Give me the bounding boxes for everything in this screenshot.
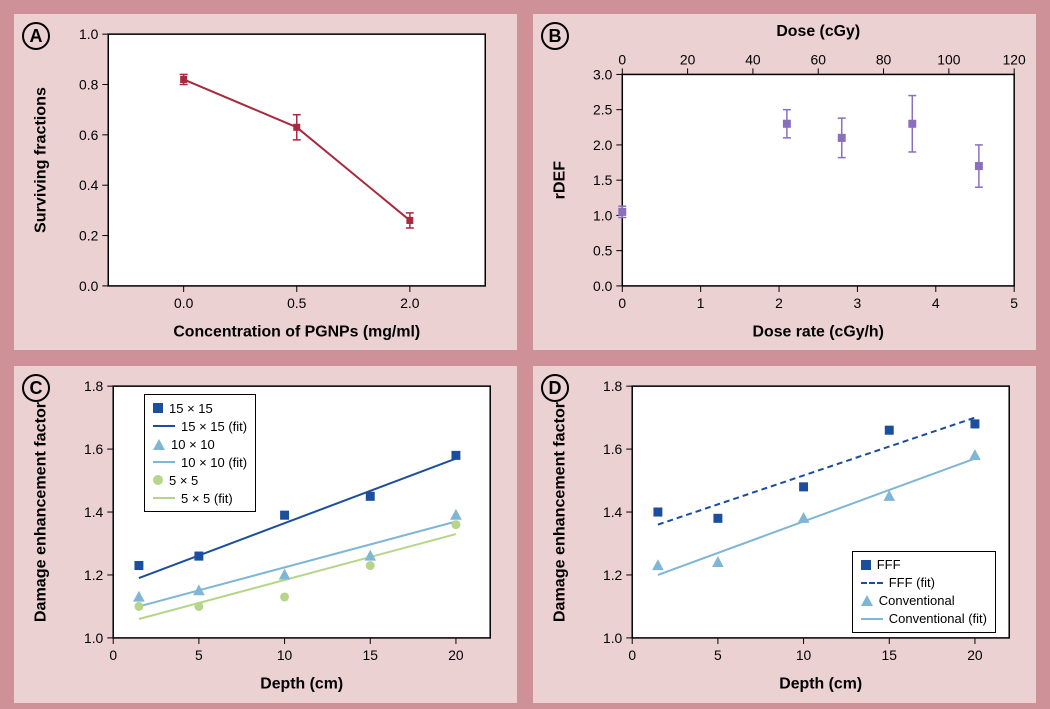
panel-b-svg: 0.0 0.5 1.0 1.5 2.0 2.5 3.0 0 1 2 3 4 5 0 20 40 60 80 100 1… bbox=[533, 14, 1036, 350]
svg-text:15: 15 bbox=[363, 647, 379, 663]
svg-text:2.0: 2.0 bbox=[593, 137, 613, 153]
svg-text:20: 20 bbox=[680, 51, 696, 67]
svg-text:0.5: 0.5 bbox=[287, 295, 307, 311]
svg-text:40: 40 bbox=[745, 51, 761, 67]
svg-text:120: 120 bbox=[1003, 51, 1026, 67]
svg-text:3.0: 3.0 bbox=[593, 66, 613, 82]
svg-text:Damage enhancement factor: Damage enhancement factor bbox=[33, 402, 50, 622]
legend-line bbox=[861, 582, 883, 584]
svg-text:1.0: 1.0 bbox=[603, 630, 623, 646]
svg-text:0: 0 bbox=[109, 647, 117, 663]
panel-a: A 0.0 0.2 0.4 0.6 0.8 1.0 0.0 0.5 2.0 Concentrati… bbox=[12, 12, 519, 352]
legend-line bbox=[153, 497, 175, 499]
legend-label: 15 × 15 bbox=[169, 401, 213, 416]
legend-label: FFF (fit) bbox=[889, 575, 935, 590]
svg-text:0.6: 0.6 bbox=[79, 127, 99, 143]
legend-marker bbox=[153, 475, 163, 485]
svg-text:1.8: 1.8 bbox=[603, 378, 623, 394]
svg-text:10: 10 bbox=[796, 647, 812, 663]
legend-label: FFF bbox=[877, 557, 901, 572]
svg-text:2.0: 2.0 bbox=[400, 295, 420, 311]
svg-text:2.5: 2.5 bbox=[593, 102, 613, 118]
legend-label: 5 × 5 (fit) bbox=[181, 491, 233, 506]
svg-text:1.2: 1.2 bbox=[84, 567, 104, 583]
svg-text:1.0: 1.0 bbox=[84, 630, 104, 646]
panel-grid: A 0.0 0.2 0.4 0.6 0.8 1.0 0.0 0.5 2.0 Concentrati… bbox=[12, 12, 1038, 697]
legend-marker bbox=[861, 560, 871, 570]
svg-text:1.6: 1.6 bbox=[84, 441, 104, 457]
svg-text:0.0: 0.0 bbox=[79, 278, 99, 294]
svg-text:0.5: 0.5 bbox=[593, 243, 613, 259]
svg-text:15: 15 bbox=[882, 647, 898, 663]
svg-text:10: 10 bbox=[277, 647, 293, 663]
svg-text:Damage enhancement factor: Damage enhancement factor bbox=[552, 402, 569, 622]
svg-text:0.0: 0.0 bbox=[593, 278, 613, 294]
svg-text:5: 5 bbox=[714, 647, 722, 663]
legend-marker bbox=[153, 403, 163, 413]
svg-text:Depth (cm): Depth (cm) bbox=[779, 676, 862, 693]
svg-text:1.0: 1.0 bbox=[593, 207, 613, 223]
svg-text:Surviving fractions: Surviving fractions bbox=[33, 87, 50, 233]
panel-c-svg: 1.0 1.2 1.4 1.6 1.8 0 5 10 15 20 Depth (cm) Damage … bbox=[14, 366, 517, 702]
svg-text:1.4: 1.4 bbox=[603, 504, 623, 520]
svg-text:5: 5 bbox=[1010, 295, 1018, 311]
svg-text:1.4: 1.4 bbox=[84, 504, 104, 520]
svg-text:1.0: 1.0 bbox=[79, 26, 99, 42]
svg-text:Dose (cGy): Dose (cGy) bbox=[776, 23, 860, 40]
svg-text:Depth (cm): Depth (cm) bbox=[260, 676, 343, 693]
svg-text:0.4: 0.4 bbox=[79, 177, 99, 193]
legend-line bbox=[153, 461, 175, 463]
panel-label-a: A bbox=[22, 22, 50, 50]
svg-text:0: 0 bbox=[628, 647, 636, 663]
legend-label: Conventional bbox=[879, 593, 955, 608]
svg-text:0: 0 bbox=[618, 51, 626, 67]
svg-text:0.0: 0.0 bbox=[174, 295, 194, 311]
svg-text:1: 1 bbox=[697, 295, 705, 311]
legend-label: 15 × 15 (fit) bbox=[181, 419, 247, 434]
svg-text:1.6: 1.6 bbox=[603, 441, 623, 457]
legend-label: 10 × 10 bbox=[171, 437, 215, 452]
svg-text:0: 0 bbox=[618, 295, 626, 311]
panel-d-svg: 1.0 1.2 1.4 1.6 1.8 0 5 10 15 20 Depth (cm) Damage … bbox=[533, 366, 1036, 702]
legend-label: 5 × 5 bbox=[169, 473, 198, 488]
svg-text:1.8: 1.8 bbox=[84, 378, 104, 394]
svg-text:Dose rate (cGy/h): Dose rate (cGy/h) bbox=[753, 323, 884, 340]
legend-line bbox=[153, 425, 175, 427]
svg-text:100: 100 bbox=[937, 51, 960, 67]
legend-marker bbox=[861, 595, 873, 606]
panel-d-legend: FFF FFF (fit) Conventional Conventional (fi… bbox=[852, 551, 996, 633]
svg-text:80: 80 bbox=[876, 51, 892, 67]
legend-label: Conventional (fit) bbox=[889, 611, 987, 626]
panel-c: C 1.01.21.41.61.805101520Depth (cm)Damag… bbox=[12, 364, 519, 704]
panel-label-b: B bbox=[541, 22, 569, 50]
figure-container: A 0.0 0.2 0.4 0.6 0.8 1.0 0.0 0.5 2.0 Concentrati… bbox=[0, 0, 1050, 709]
panel-d: D 1.01.21.41.61.805101520Depth (cm)Damag… bbox=[531, 364, 1038, 704]
svg-text:20: 20 bbox=[448, 647, 464, 663]
legend-label: 10 × 10 (fit) bbox=[181, 455, 247, 470]
svg-text:1.5: 1.5 bbox=[593, 172, 613, 188]
svg-text:2: 2 bbox=[775, 295, 783, 311]
legend-line bbox=[861, 618, 883, 620]
panel-a-svg: 0.0 0.2 0.4 0.6 0.8 1.0 0.0 0.5 2.0 Concentration… bbox=[14, 14, 517, 350]
svg-text:4: 4 bbox=[932, 295, 940, 311]
svg-text:0.8: 0.8 bbox=[79, 76, 99, 92]
svg-text:3: 3 bbox=[854, 295, 862, 311]
svg-text:5: 5 bbox=[195, 647, 203, 663]
panel-c-legend: 15 × 15 15 × 15 (fit) 10 × 10 10 × 10 (fit)… bbox=[144, 394, 256, 512]
svg-text:0.2: 0.2 bbox=[79, 227, 99, 243]
svg-text:rDEF: rDEF bbox=[552, 161, 569, 200]
svg-text:Concentration of PGNPs (mg/ml): Concentration of PGNPs (mg/ml) bbox=[173, 323, 420, 340]
svg-text:60: 60 bbox=[811, 51, 827, 67]
legend-marker bbox=[153, 439, 165, 450]
svg-text:1.2: 1.2 bbox=[603, 567, 623, 583]
svg-text:20: 20 bbox=[967, 647, 983, 663]
panel-b: B 0.0 0.5 1.0 1.5 2.0 2.5 3.0 0 1 2 3 4 5 0 20 40 60 80 10… bbox=[531, 12, 1038, 352]
